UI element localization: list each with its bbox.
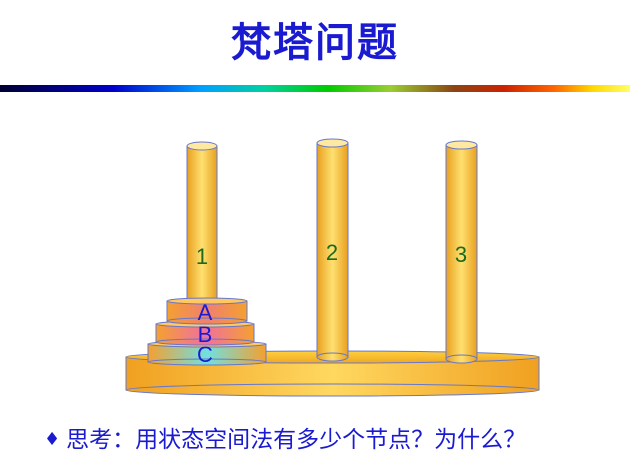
- rainbow-divider: [0, 85, 630, 92]
- question-text: 思考：用状态空间法有多少个节点？为什么？: [66, 427, 527, 453]
- peg-2: [316, 138, 349, 362]
- peg-3: [445, 140, 478, 364]
- peg-label-1: 1: [196, 244, 208, 269]
- peg-label-2: 2: [326, 240, 338, 265]
- disk-label-a: A: [198, 300, 213, 325]
- disk-a: [166, 297, 248, 325]
- diamond-bullet-icon: ♦: [44, 429, 61, 450]
- peg-label-3: 3: [455, 242, 467, 267]
- question-line: ♦ 思考：用状态空间法有多少个节点？为什么？: [44, 420, 630, 454]
- disk-label-b: B: [198, 322, 213, 347]
- disk-label-c: C: [197, 342, 213, 367]
- page-title: 梵塔问题: [231, 20, 399, 66]
